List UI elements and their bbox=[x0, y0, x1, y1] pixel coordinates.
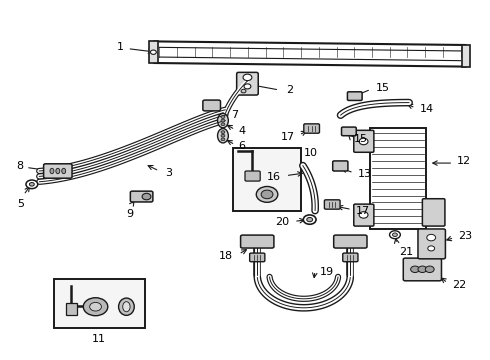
Circle shape bbox=[83, 298, 108, 316]
Circle shape bbox=[425, 266, 434, 273]
FancyBboxPatch shape bbox=[304, 124, 319, 133]
Text: 20: 20 bbox=[275, 217, 290, 228]
Text: 16: 16 bbox=[267, 172, 281, 182]
Circle shape bbox=[428, 246, 435, 251]
Circle shape bbox=[390, 231, 400, 239]
Bar bbox=[462, 45, 470, 67]
Text: 5: 5 bbox=[17, 199, 24, 209]
Text: 22: 22 bbox=[452, 280, 466, 290]
Text: 23: 23 bbox=[458, 231, 472, 241]
Ellipse shape bbox=[218, 129, 228, 143]
FancyBboxPatch shape bbox=[418, 229, 445, 259]
Text: 8: 8 bbox=[16, 161, 23, 171]
FancyBboxPatch shape bbox=[354, 130, 374, 152]
Ellipse shape bbox=[50, 168, 54, 174]
Text: 12: 12 bbox=[457, 156, 471, 166]
Circle shape bbox=[427, 234, 436, 241]
FancyBboxPatch shape bbox=[347, 92, 362, 100]
Text: 14: 14 bbox=[419, 104, 434, 114]
Ellipse shape bbox=[62, 168, 66, 174]
Text: 21: 21 bbox=[399, 247, 414, 257]
Circle shape bbox=[307, 217, 313, 222]
Circle shape bbox=[418, 266, 427, 273]
Text: 7: 7 bbox=[231, 110, 239, 120]
Circle shape bbox=[221, 123, 225, 126]
FancyBboxPatch shape bbox=[403, 258, 441, 281]
Text: 13: 13 bbox=[358, 169, 372, 179]
Ellipse shape bbox=[56, 168, 60, 174]
FancyBboxPatch shape bbox=[44, 164, 72, 178]
Bar bbox=[370, 128, 426, 229]
Text: 18: 18 bbox=[219, 251, 233, 261]
FancyBboxPatch shape bbox=[130, 191, 153, 202]
Text: 1: 1 bbox=[117, 42, 123, 52]
FancyBboxPatch shape bbox=[241, 235, 274, 248]
FancyBboxPatch shape bbox=[343, 253, 358, 262]
Text: 3: 3 bbox=[166, 168, 172, 178]
FancyBboxPatch shape bbox=[203, 100, 220, 111]
Circle shape bbox=[261, 190, 273, 199]
Circle shape bbox=[392, 233, 397, 237]
FancyBboxPatch shape bbox=[334, 235, 367, 248]
Circle shape bbox=[29, 183, 34, 186]
Text: 17: 17 bbox=[356, 206, 370, 216]
Circle shape bbox=[221, 131, 225, 134]
Bar bbox=[54, 279, 145, 328]
FancyBboxPatch shape bbox=[342, 127, 356, 136]
Bar bbox=[149, 41, 158, 63]
Circle shape bbox=[26, 180, 38, 189]
Circle shape bbox=[90, 302, 101, 311]
Text: 2: 2 bbox=[286, 85, 293, 95]
FancyBboxPatch shape bbox=[333, 161, 348, 171]
Circle shape bbox=[241, 89, 246, 93]
Circle shape bbox=[221, 119, 225, 122]
Circle shape bbox=[359, 138, 368, 145]
Circle shape bbox=[359, 212, 368, 218]
FancyBboxPatch shape bbox=[237, 72, 258, 95]
Text: 15: 15 bbox=[376, 83, 390, 93]
FancyBboxPatch shape bbox=[422, 199, 445, 226]
Circle shape bbox=[150, 50, 156, 54]
Ellipse shape bbox=[218, 113, 228, 128]
Circle shape bbox=[243, 74, 252, 81]
FancyBboxPatch shape bbox=[245, 171, 260, 181]
Circle shape bbox=[244, 84, 251, 89]
Text: 19: 19 bbox=[319, 267, 334, 277]
Text: 17: 17 bbox=[281, 132, 295, 142]
Bar bbox=[233, 148, 301, 211]
Circle shape bbox=[142, 193, 151, 200]
Circle shape bbox=[221, 116, 225, 118]
Circle shape bbox=[221, 138, 225, 141]
Text: 15: 15 bbox=[354, 134, 368, 144]
Text: 4: 4 bbox=[239, 126, 246, 136]
FancyBboxPatch shape bbox=[324, 200, 340, 209]
Circle shape bbox=[221, 134, 225, 137]
Circle shape bbox=[411, 266, 419, 273]
Ellipse shape bbox=[119, 298, 134, 315]
Bar bbox=[66, 303, 77, 315]
Text: 6: 6 bbox=[239, 141, 245, 151]
Text: 10: 10 bbox=[304, 148, 318, 158]
Text: 9: 9 bbox=[126, 209, 133, 219]
Circle shape bbox=[303, 215, 316, 224]
Ellipse shape bbox=[122, 302, 130, 312]
FancyBboxPatch shape bbox=[354, 204, 374, 226]
Circle shape bbox=[256, 186, 278, 202]
FancyBboxPatch shape bbox=[250, 253, 265, 262]
Text: 11: 11 bbox=[92, 334, 106, 344]
